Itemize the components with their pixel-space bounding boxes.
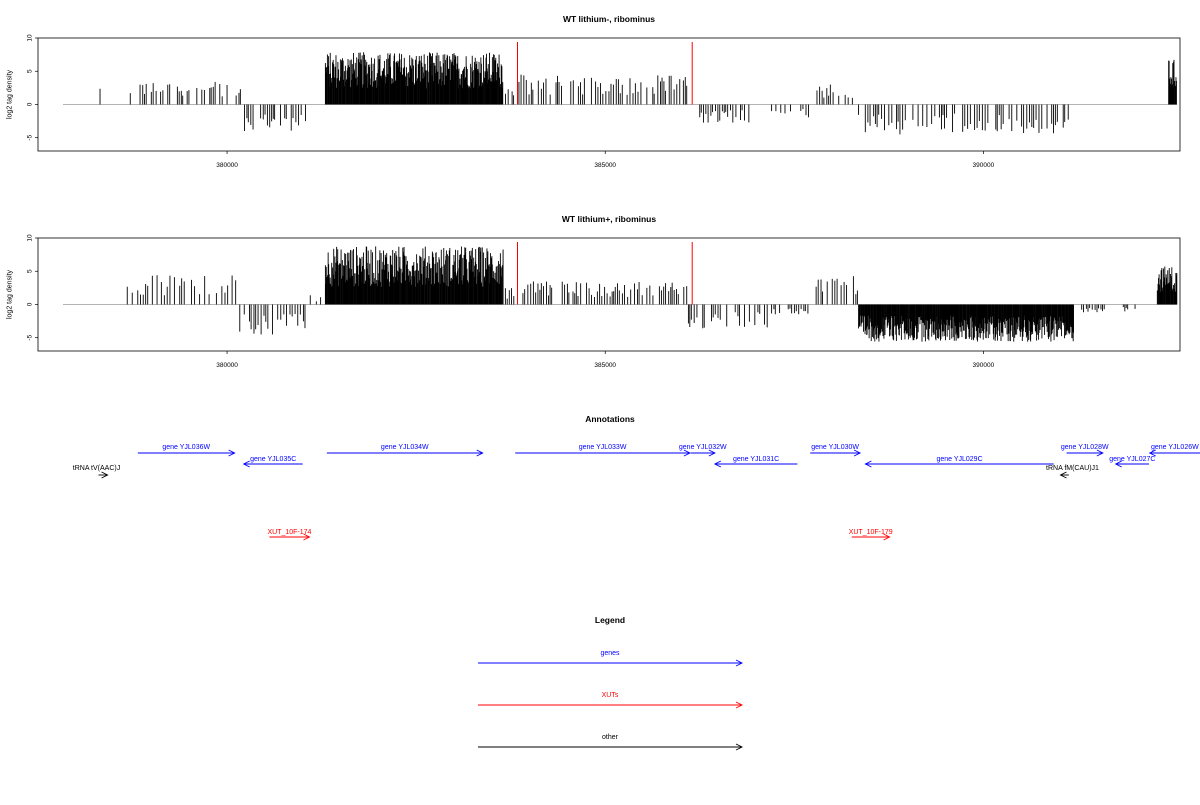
annotation-genes: gene YJL027C — [1109, 456, 1155, 468]
track-panel-2: WT lithium+, ribominus -5 0 5 10 log2 tag den… — [7, 214, 1181, 369]
annotation-arrow-head — [1059, 471, 1067, 479]
annotation-arrow-head — [476, 449, 484, 457]
annotation-arrow-head — [242, 460, 250, 468]
legend-label: other — [602, 734, 619, 741]
annotation-genes: gene YJL035C — [242, 456, 303, 468]
annotation-genes: gene YJL026W — [1148, 444, 1200, 457]
annotation-label: gene YJL028W — [1061, 444, 1109, 451]
annotations-panel: Annotations tRNA tV(AAC)J gene YJL036W gen… — [73, 414, 1200, 541]
annotation-items: tRNA tV(AAC)J gene YJL036W gene YJL035C gen… — [73, 444, 1200, 541]
x-tick-label: 380000 — [216, 162, 238, 169]
annotation-genes: gene YJL029C — [864, 456, 1054, 468]
x-tick-label: 380000 — [216, 362, 238, 369]
y-tick-label: 10 — [27, 234, 34, 242]
annotation-xuts: XUT_10F-179 — [849, 529, 893, 541]
annotation-arrow-head — [101, 471, 109, 479]
annotation-label: tRNA fM(CAU)J1 — [1046, 465, 1099, 472]
legend-panel: Legend genes XUTs other — [478, 615, 744, 751]
y-tick-label: -5 — [27, 134, 34, 140]
annotation-arrow-head — [864, 460, 872, 468]
legend-arrow-head — [735, 743, 744, 751]
legend-label: genes — [600, 650, 620, 657]
annotation-genes: gene YJL033W — [515, 444, 691, 457]
y-tick-label: 0 — [27, 102, 34, 106]
legend-entry-xuts: XUTs — [478, 692, 744, 709]
annotation-label: gene YJL035C — [250, 456, 296, 463]
annotation-arrow-head — [853, 449, 862, 457]
annotation-genes: gene YJL036W — [137, 444, 236, 457]
annotations-title: Annotations — [585, 414, 635, 424]
x-tick-label: 390000 — [973, 362, 995, 369]
annotation-label: gene YJL032W — [679, 444, 727, 451]
legend-entry-other: other — [478, 734, 744, 751]
density-bars — [126, 246, 1178, 342]
annotation-arrow-head — [1114, 460, 1122, 468]
annotation-genes: gene YJL031C — [713, 456, 798, 468]
x-tick-label: 385000 — [594, 362, 616, 369]
legend-arrow-head — [735, 701, 744, 709]
annotation-label: XUT_10F-174 — [267, 529, 311, 536]
annotation-arrow-head — [708, 449, 716, 457]
y-tick-label: 10 — [27, 34, 34, 42]
annotation-arrow-head — [883, 533, 891, 541]
y-tick-label: 5 — [27, 69, 34, 73]
plot-frame — [37, 37, 1181, 152]
annotation-label: gene YJL034W — [381, 444, 429, 451]
annotation-label: gene YJL027C — [1109, 456, 1155, 463]
annotation-label: gene YJL031C — [733, 456, 779, 463]
annotation-arrow-head — [683, 449, 691, 457]
track-panel-1: WT lithium-, ribominus -5 0 5 10 log2 tag den… — [7, 14, 1181, 169]
legend-entry-genes: genes — [478, 650, 744, 667]
legend-arrow-head — [735, 659, 744, 667]
annotation-arrow-head — [713, 460, 722, 468]
legend-label: XUTs — [602, 692, 619, 699]
legend-items: genes XUTs other — [478, 650, 744, 751]
y-axis-label: log2 tag density — [7, 269, 14, 319]
y-tick-label: 5 — [27, 269, 34, 273]
annotation-label: XUT_10F-179 — [849, 529, 893, 536]
panel-title: WT lithium+, ribominus — [562, 214, 656, 224]
x-tick-label: 385000 — [594, 162, 616, 169]
annotation-arrow-head — [1148, 449, 1156, 457]
density-bars — [99, 52, 1177, 135]
annotation-label: gene YJL036W — [162, 444, 210, 451]
y-tick-label: -5 — [27, 334, 34, 340]
annotation-xuts: XUT_10F-174 — [267, 529, 312, 541]
annotation-label: gene YJL029C — [936, 456, 982, 463]
annotation-other: tRNA tV(AAC)J — [73, 465, 120, 479]
x-tick-label: 390000 — [973, 162, 995, 169]
annotation-arrow-head — [228, 449, 236, 457]
annotation-label: gene YJL030W — [811, 444, 859, 451]
legend-title: Legend — [595, 615, 625, 625]
y-axis-label: log2 tag density — [7, 69, 14, 119]
annotation-label: gene YJL026W — [1151, 444, 1199, 451]
annotation-arrow-head — [303, 533, 311, 541]
plot-frame — [37, 237, 1181, 352]
y-tick-label: 0 — [27, 302, 34, 306]
annotation-genes: gene YJL030W — [810, 444, 862, 457]
track-panels: WT lithium-, ribominus -5 0 5 10 log2 tag den… — [7, 14, 1181, 369]
annotation-other: tRNA fM(CAU)J1 — [1046, 465, 1099, 479]
annotation-genes: gene YJL034W — [326, 444, 484, 457]
panel-title: WT lithium-, ribominus — [563, 14, 655, 24]
annotation-genes: gene YJL032W — [679, 444, 727, 457]
annotation-label: gene YJL033W — [579, 444, 627, 451]
annotation-genes: gene YJL028W — [1061, 444, 1109, 457]
annotation-arrow-head — [1096, 449, 1104, 457]
annotation-label: tRNA tV(AAC)J — [73, 465, 120, 472]
